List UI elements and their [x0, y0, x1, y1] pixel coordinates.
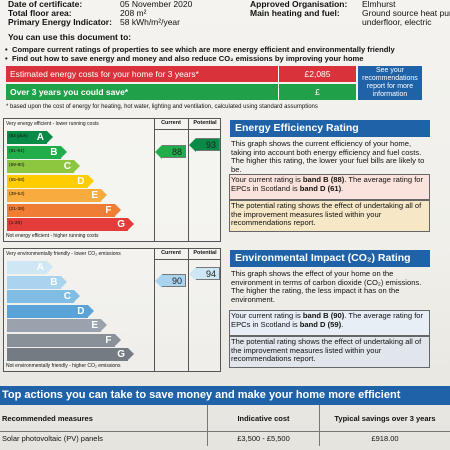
eir-current-rating: Your current rating is band B (90). The … [231, 311, 424, 329]
eer-band-range: (1-20) [9, 221, 22, 226]
table-row-saving: £918.00 [371, 434, 399, 443]
floor-area-label: Total floor area: [8, 8, 72, 18]
estimated-costs-label: Estimated energy costs for your home for… [10, 69, 199, 79]
eer-top-caption: Very energy efficient - lower running co… [6, 121, 99, 127]
eir-band-letter: G [117, 349, 125, 360]
eer-band-b: (81-91) B [7, 145, 66, 159]
eir-band-c: C [7, 290, 80, 303]
eir-band-e: E [7, 319, 107, 332]
approved-org-value: Elmhurst [362, 0, 396, 9]
eir-bottom-caption: Not environmentally friendly - higher CO… [6, 363, 121, 369]
eer-current-header: Current [161, 120, 181, 126]
eir-description: This graph shows the effect of your home… [231, 269, 422, 304]
eir-band-letter: C [63, 291, 71, 302]
col-recommended-measures: Recommended measures [0, 405, 208, 432]
eer-band-range: (55-68) [9, 177, 25, 183]
eer-band-range: (81-91) [9, 148, 25, 154]
eer-band-range: (21-38) [9, 206, 25, 212]
main-heating-value-2: underfloor, electric [362, 17, 432, 27]
eer-potential-arrow: 93 [189, 138, 220, 152]
energy-efficiency-chart: Current Potential Very energy efficient … [3, 118, 221, 242]
eir-band-letter: F [105, 334, 112, 346]
eer-band-a: (92 plus) A [7, 131, 53, 144]
table-row-measure: Solar photovoltaic (PV) panels [0, 432, 208, 446]
eer-band-letter: A [36, 132, 44, 143]
eer-band-letter: E [91, 190, 98, 201]
date-value: 05 November 2020 [120, 0, 193, 9]
see-box-line-2: recommendations [362, 75, 418, 82]
eer-band-letter: C [63, 161, 71, 172]
date-label: Date of certificate: [8, 0, 83, 9]
eir-title: Environmental Impact (CO₂) Rating [230, 250, 430, 267]
eer-title: Energy Efficiency Rating [230, 120, 430, 137]
see-box-line-1: See your [375, 67, 405, 74]
primary-energy-label: Primary Energy Indicator: [8, 17, 112, 27]
eer-band-e: (39-54) E [7, 189, 107, 202]
col-indicative-cost: Indicative cost [208, 405, 320, 432]
table-row-cost: £3,500 - £5,500 [208, 432, 320, 446]
potential-savings-value: £ [278, 84, 356, 100]
eir-band-g: G [7, 348, 134, 361]
eer-band-range: (69-80) [9, 163, 25, 168]
eer-current-rating: Your current rating is band B (88). The … [231, 175, 424, 193]
eer-potential-note: The potential rating shows the effect of… [231, 201, 422, 228]
eir-band-d: D [7, 304, 93, 318]
eer-band-c: (69-80) C [7, 160, 80, 173]
eer-band-d: (55-68) D [7, 174, 93, 188]
eir-band-letter: D [77, 305, 85, 317]
eir-band-a: A [7, 261, 53, 274]
eer-current-arrow: 88 [155, 145, 186, 159]
cost-footnote: * based upon the cost of energy for heat… [6, 104, 318, 110]
eir-top-caption: Very environmentally friendly - lower CO… [6, 251, 121, 257]
see-recommendations-box: See your recommendations report for more… [358, 66, 422, 100]
approved-org-label: Approved Organisation: [250, 0, 348, 9]
potential-savings-label: Over 3 years you could save* [10, 87, 129, 97]
eir-potential-arrow: 94 [189, 267, 220, 281]
eer-band-letter: B [50, 146, 58, 158]
eir-current-arrow: 90 [155, 274, 186, 288]
see-box-line-3: report for more [366, 83, 414, 90]
eir-band-letter: B [50, 276, 58, 288]
top-actions-title: Top actions you can take to save money a… [0, 386, 450, 405]
eer-band-range: (39-54) [9, 192, 25, 197]
use-bullet-compare: Compare current ratings of properties to… [5, 45, 395, 54]
eir-potential-note: The potential rating shows the effect of… [231, 337, 422, 364]
eer-band-f: (21-38) F [7, 203, 120, 217]
eir-band-letter: A [36, 262, 44, 273]
use-bullet-save: Find out how to save energy and money an… [5, 54, 363, 63]
estimated-costs-row: Estimated energy costs for your home for… [6, 66, 356, 82]
eer-band-letter: D [77, 175, 85, 187]
eir-band-letter: E [91, 320, 98, 331]
use-document-title: You can use this document to: [8, 32, 132, 42]
eer-band-letter: F [105, 204, 112, 216]
main-heating-value-1: Ground source heat pump, [362, 8, 450, 18]
eer-potential-header: Potential [193, 120, 217, 126]
eir-band-f: F [7, 333, 120, 347]
primary-energy-value: 58 kWh/m²/year [120, 17, 180, 27]
eer-band-letter: G [117, 219, 125, 230]
environmental-impact-chart: Current Potential Very environmentally f… [3, 248, 221, 372]
eir-potential-header: Potential [193, 250, 217, 256]
eer-description: This graph shows the current efficiency … [231, 139, 425, 174]
potential-savings-row: Over 3 years you could save* £ [6, 84, 356, 100]
col-typical-savings: Typical savings over 3 years [320, 405, 450, 432]
floor-area-value: 208 m² [120, 8, 147, 18]
eer-bottom-caption: Not energy efficient - higher running co… [6, 233, 99, 239]
eir-current-header: Current [161, 250, 181, 256]
eer-band-g: (1-20) G [7, 218, 134, 231]
main-heating-label: Main heating and fuel: [250, 8, 340, 18]
eer-band-range: (92 plus) [9, 134, 28, 139]
eir-band-b: B [7, 275, 66, 289]
estimated-costs-value: £2,085 [278, 66, 356, 82]
see-box-line-4: information [372, 91, 408, 98]
